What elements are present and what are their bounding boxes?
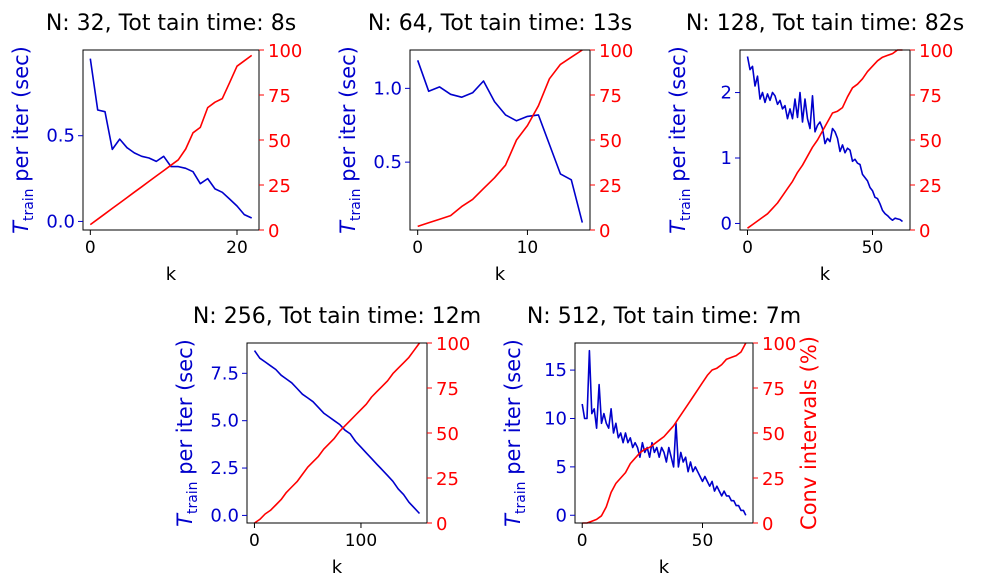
chart-title-2: N: 64, Tot tain time: 13s xyxy=(368,11,632,36)
time-per-iter-line-2 xyxy=(416,60,584,223)
y-left-tick-label: 15 xyxy=(544,360,567,381)
x-tick-label: 0 xyxy=(412,238,423,258)
conv-intervals-line-4 xyxy=(254,342,421,524)
x-tick-label: 100 xyxy=(345,531,377,551)
y-right-tick-label: 75 xyxy=(436,379,459,400)
x-tick-label: 50 xyxy=(692,531,714,551)
conv-intervals-line-5 xyxy=(582,342,747,524)
x-axis-label-3: k xyxy=(820,264,831,285)
y-right-tick-label: 100 xyxy=(762,334,796,355)
y-right-tick-label: 50 xyxy=(599,131,622,152)
chart-title-1: N: 32, Tot tain time: 8s xyxy=(46,11,296,36)
y-right-tick-label: 0 xyxy=(919,221,930,242)
y-right-tick-label: 25 xyxy=(268,176,291,197)
y-right-tick-label: 0 xyxy=(436,514,447,535)
y-right-tick-label: 25 xyxy=(599,176,622,197)
x-tick-label: 0 xyxy=(249,531,260,551)
x-tick-label: 0 xyxy=(742,238,753,258)
y-left-tick-label: 0.0 xyxy=(210,505,239,526)
y-left-axis-label-3: Ttrain per iter (sec) xyxy=(666,46,694,234)
y-right-tick-label: 0 xyxy=(268,221,279,242)
y-right-tick-label: 50 xyxy=(762,424,785,445)
chart-title-4: N: 256, Tot tain time: 12m xyxy=(193,304,481,329)
y-left-tick-label: 0 xyxy=(721,213,732,234)
x-axis-label-1: k xyxy=(166,264,177,285)
y-right-tick-label: 25 xyxy=(436,469,459,490)
x-tick-label: 10 xyxy=(517,238,539,258)
y-right-tick-label: 100 xyxy=(919,41,953,62)
y-right-tick-label: 100 xyxy=(268,41,302,62)
y-left-tick-label: 7.5 xyxy=(210,363,239,384)
y-right-tick-label: 50 xyxy=(268,131,291,152)
y-right-tick-label: 100 xyxy=(599,41,633,62)
y-left-tick-label: 1 xyxy=(721,148,732,169)
y-left-axis-label-4: Ttrain per iter (sec) xyxy=(173,339,201,527)
chart-title-3: N: 128, Tot tain time: 82s xyxy=(686,11,964,36)
y-left-tick-label: 0 xyxy=(556,505,567,526)
x-tick-label: 50 xyxy=(862,238,884,258)
conv-intervals-line-3 xyxy=(747,49,903,229)
y-left-tick-label: 2 xyxy=(721,83,732,104)
x-axis-label-5: k xyxy=(659,557,670,578)
plot-frame-2 xyxy=(409,49,591,231)
y-right-axis-label-5: Conv intervals (%) xyxy=(797,336,821,530)
y-right-tick-label: 50 xyxy=(436,424,459,445)
y-left-tick-label: 0.0 xyxy=(46,211,75,232)
y-right-tick-label: 25 xyxy=(762,469,785,490)
time-per-iter-line-1 xyxy=(89,58,253,219)
y-left-tick-label: 5 xyxy=(556,457,567,478)
y-left-axis-label-5: Ttrain per iter (sec) xyxy=(501,339,529,527)
chart-title-5: N: 512, Tot tain time: 7m xyxy=(527,304,801,329)
plot-frame-4 xyxy=(246,342,428,524)
conv-intervals-line-2 xyxy=(417,49,583,228)
time-per-iter-line-3 xyxy=(746,56,903,223)
x-axis-label-2: k xyxy=(495,264,506,285)
y-right-tick-label: 75 xyxy=(599,86,622,107)
y-right-tick-label: 75 xyxy=(919,86,942,107)
y-right-tick-label: 75 xyxy=(268,86,291,107)
y-left-tick-label: 0.5 xyxy=(373,152,402,173)
x-tick-label: 20 xyxy=(226,238,248,258)
y-left-tick-label: 0.5 xyxy=(46,126,75,147)
conv-intervals-line-1 xyxy=(89,54,253,226)
y-right-tick-label: 0 xyxy=(599,221,610,242)
y-right-tick-label: 25 xyxy=(919,176,942,197)
y-right-tick-label: 50 xyxy=(919,131,942,152)
y-left-axis-label-1: Ttrain per iter (sec) xyxy=(9,46,37,234)
time-per-iter-line-5 xyxy=(581,349,747,516)
y-left-tick-label: 5.0 xyxy=(210,411,239,432)
y-right-tick-label: 75 xyxy=(762,379,785,400)
x-tick-label: 0 xyxy=(577,531,588,551)
y-left-tick-label: 10 xyxy=(544,408,567,429)
y-left-tick-label: 2.5 xyxy=(210,458,239,479)
y-left-tick-label: 1.0 xyxy=(373,78,402,99)
y-right-tick-label: 0 xyxy=(762,514,773,535)
time-per-iter-line-4 xyxy=(253,350,421,515)
y-left-axis-label-2: Ttrain per iter (sec) xyxy=(336,46,364,234)
y-right-tick-label: 100 xyxy=(436,334,470,355)
x-tick-label: 0 xyxy=(85,238,96,258)
x-axis-label-4: k xyxy=(332,557,343,578)
